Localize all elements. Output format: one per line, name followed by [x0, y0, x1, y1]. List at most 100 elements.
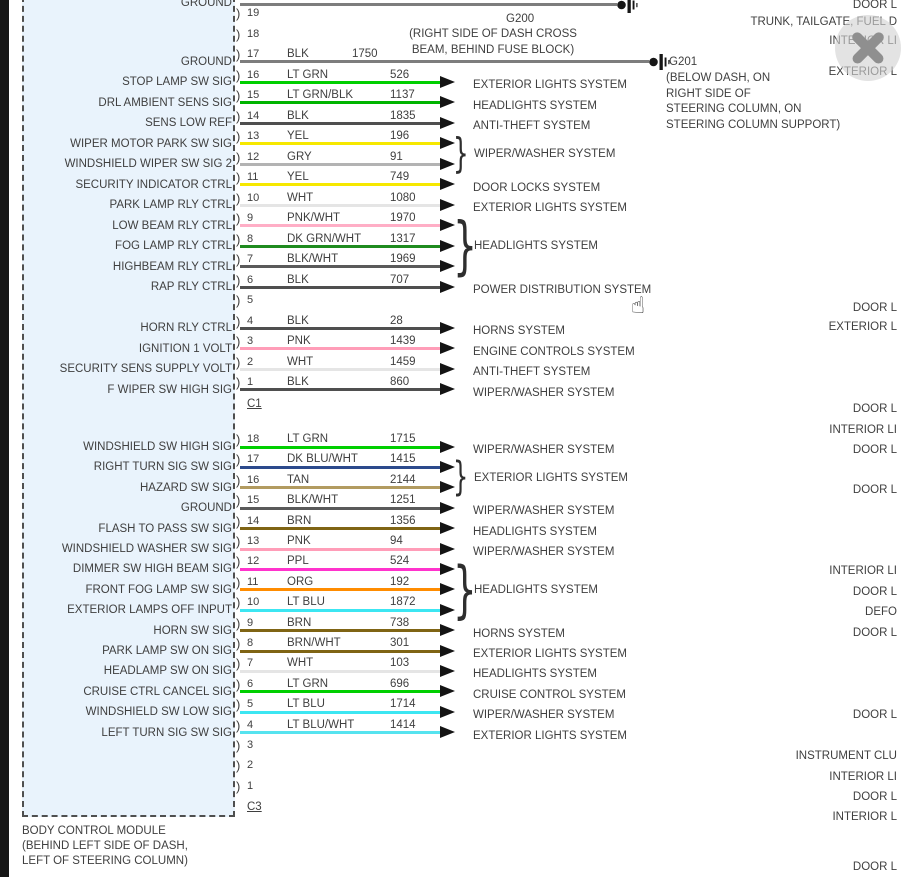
right-truncated-label: INTERIOR LI: [829, 424, 897, 436]
system-link[interactable]: ANTI-THEFT SYSTEM: [473, 366, 591, 378]
right-truncated-label: DOOR L: [852, 586, 897, 598]
system-link[interactable]: WIPER/WASHER SYSTEM: [474, 147, 616, 160]
wire-circuit-label: 1459: [390, 355, 416, 368]
wire-color-label: LT BLU/WHT: [287, 718, 355, 731]
wire: [240, 80, 440, 84]
pin-number: 19: [247, 7, 260, 19]
wire: [240, 388, 440, 391]
system-link[interactable]: EXTERIOR LIGHTS SYSTEM: [473, 648, 627, 660]
right-truncated-label: INTERIOR L: [832, 811, 897, 823]
wire-arrow: [440, 239, 455, 252]
pin-bracket: ): [236, 190, 241, 206]
system-link[interactable]: WIPER/WASHER SYSTEM: [473, 444, 615, 456]
system-link[interactable]: WIPER/WASHER SYSTEM: [473, 709, 615, 722]
wire-circuit-label: 2144: [390, 473, 416, 486]
pin-bracket: ): [236, 493, 241, 509]
right-truncated-label: DOOR L: [852, 861, 897, 873]
signal-label: SECURITY SENS SUPPLY VOLT: [59, 363, 232, 375]
wire: [240, 588, 440, 592]
pin-bracket: ): [236, 452, 241, 468]
system-link[interactable]: HORNS SYSTEM: [473, 325, 566, 337]
pin-bracket: ): [236, 6, 241, 21]
wire-circuit-label: 749: [390, 171, 410, 183]
pin-bracket: ): [236, 738, 241, 753]
system-link[interactable]: WIPER/WASHER SYSTEM: [473, 505, 615, 518]
system-link[interactable]: EXTERIOR LIGHTS SYSTEM: [474, 471, 628, 484]
close-button[interactable]: [835, 15, 901, 81]
system-link[interactable]: WIPER/WASHER SYSTEM: [473, 386, 615, 399]
wire: [240, 527, 440, 531]
pin-bracket: ): [236, 676, 241, 692]
signal-label: STOP LAMP SW SIG: [122, 76, 232, 88]
system-link[interactable]: HEADLIGHTS SYSTEM: [473, 525, 597, 538]
right-truncated-label: DOOR L: [852, 484, 897, 496]
system-link[interactable]: DOOR LOCKS SYSTEM: [473, 181, 601, 194]
wire: [240, 60, 649, 63]
pin-number: 13: [247, 130, 260, 142]
pin-bracket: ): [236, 26, 241, 42]
pin-number: 1: [247, 376, 254, 388]
pin-bracket: ): [236, 252, 241, 267]
wire-circuit-label: 1750: [352, 48, 378, 60]
system-link[interactable]: HEADLIGHTS SYSTEM: [473, 668, 597, 681]
signal-label: CRUISE CTRL CANCEL SIG: [83, 685, 232, 698]
connector-label[interactable]: C3: [247, 801, 262, 814]
pin-number: 4: [247, 314, 254, 327]
wire-circuit-label: 738: [390, 616, 410, 629]
system-link[interactable]: EXTERIOR LIGHTS SYSTEM: [473, 729, 627, 742]
wire-circuit-label: 526: [390, 68, 410, 81]
bcm-caption-line2: (BEHIND LEFT SIDE OF DASH,: [22, 840, 188, 852]
wire-arrow: [440, 624, 455, 637]
wire-color-label: BLK: [287, 109, 309, 122]
wire-color-label: BLK: [287, 376, 309, 388]
wire-circuit-label: 1251: [390, 494, 416, 507]
system-link[interactable]: POWER DISTRIBUTION SYSTEM: [473, 284, 652, 296]
signal-label: WINDSHIELD WASHER SW SIG: [61, 543, 232, 555]
pin-bracket: ): [236, 636, 241, 651]
wire-circuit-label: 524: [390, 555, 410, 568]
wire-arrow: [440, 157, 455, 170]
pin-bracket: ): [236, 717, 241, 733]
pin-number: 15: [247, 89, 260, 101]
system-link[interactable]: EXTERIOR LIGHTS SYSTEM: [473, 202, 627, 214]
pin-number: 8: [247, 232, 254, 245]
signal-label: WIPER MOTOR PARK SW SIG: [70, 137, 232, 150]
signal-label: WINDSHIELD WIPER SW SIG 2: [64, 158, 232, 170]
wire: [240, 121, 440, 125]
system-link[interactable]: HEADLIGHTS SYSTEM: [473, 99, 597, 112]
ground-g200-description: (RIGHT SIDE OF DASH CROSS BEAM, BEHIND F…: [372, 26, 614, 58]
wire-arrow: [440, 75, 455, 88]
pin-number: 18: [247, 433, 260, 445]
system-link[interactable]: ENGINE CONTROLS SYSTEM: [473, 345, 635, 358]
system-link[interactable]: HORNS SYSTEM: [473, 627, 566, 640]
bcm-connector-box: [22, 0, 235, 817]
signal-label: PARK LAMP SW ON SIG: [102, 645, 232, 657]
pin-number: 17: [247, 453, 260, 466]
connector-label[interactable]: C1: [247, 397, 262, 410]
pin-bracket: ): [236, 108, 241, 124]
pin-bracket: ): [236, 513, 241, 529]
system-link[interactable]: ANTI-THEFT SYSTEM: [473, 120, 591, 132]
system-link[interactable]: EXTERIOR LIGHTS SYSTEM: [473, 79, 627, 91]
system-link[interactable]: WIPER/WASHER SYSTEM: [473, 546, 615, 558]
wire-circuit-label: 1356: [390, 514, 416, 527]
pin-bracket: ): [236, 595, 241, 611]
wire-color-label: PPL: [287, 555, 309, 568]
system-link[interactable]: HEADLIGHTS SYSTEM: [474, 240, 598, 252]
pin-number: 11: [247, 575, 259, 588]
right-truncated-label: DOOR L: [852, 791, 897, 803]
ground-g201-description: (BELOW DASH, ON RIGHT SIDE OF STEERING C…: [666, 71, 840, 133]
system-link[interactable]: HEADLIGHTS SYSTEM: [474, 583, 598, 596]
signal-label: GROUND: [180, 0, 232, 9]
system-link[interactable]: CRUISE CONTROL SYSTEM: [473, 688, 626, 701]
wire: [240, 3, 617, 6]
wire-circuit-label: 1715: [390, 433, 416, 445]
pin-number: 16: [247, 473, 260, 486]
right-truncated-label: DOOR L: [852, 444, 897, 456]
bcm-caption-line3: LEFT OF STEERING COLUMN): [22, 855, 188, 867]
right-truncated-label: DOOR L: [852, 403, 897, 415]
wire-circuit-label: 1317: [390, 232, 416, 245]
wire-color-label: ORG: [287, 575, 314, 588]
wire: [240, 629, 440, 633]
